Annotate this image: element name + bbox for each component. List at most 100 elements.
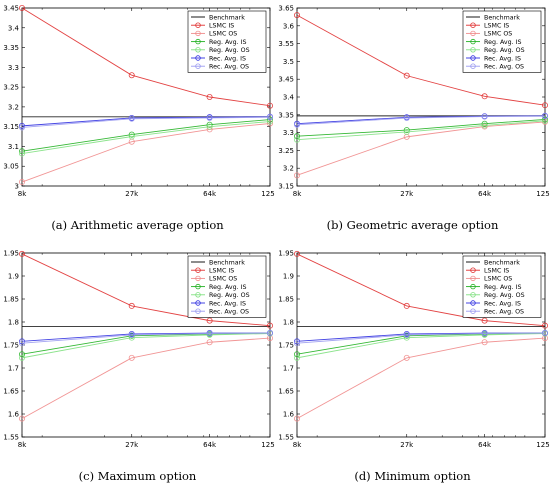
data-point [18, 179, 25, 186]
chart-panel-maximum: 1.55 1.6 1.65 1.7 1.75 1.8 1.85 1.9 1.95 8k 27k 64k… [0, 245, 279, 490]
legend-label: Rec. Avg. OS [484, 64, 524, 71]
data-point [481, 122, 488, 129]
legend-marker [470, 275, 476, 282]
data-point [541, 322, 548, 329]
legend-label: LSMC IS [209, 23, 234, 30]
data-point [403, 127, 410, 134]
legend-marker [470, 63, 476, 69]
chart-arithmetic-average: 3 3.05 3.1 3.15 3.2 3.25 3.3 3.35 3.4 3.45 8k 27k 64… [3, 5, 279, 199]
y-tick-label: 3.6 [283, 22, 295, 30]
y-tick-label: 3.65 [278, 5, 294, 13]
data-point [293, 351, 300, 358]
y-tick-label: 1.8 [283, 319, 294, 327]
y-tick-label: 1.95 [3, 250, 19, 258]
legend-label: Benchmark [484, 259, 520, 266]
data-point [541, 330, 548, 337]
data-point [481, 330, 488, 337]
data-point [481, 93, 488, 100]
series-line [296, 14, 546, 106]
y-tick-label: 3.3 [283, 129, 294, 137]
x-tick-label: 125k [261, 441, 275, 449]
y-tick-label: 1.95 [278, 250, 294, 258]
legend-label: Rec. Avg. OS [209, 309, 249, 316]
data-point [481, 317, 488, 324]
x-tick-label: 8k [293, 190, 302, 198]
y-tick-label: 3.2 [283, 165, 294, 173]
data-point [18, 354, 25, 361]
series-line [21, 333, 271, 359]
data-point [18, 351, 25, 358]
legend-label: Rec. Avg. IS [484, 300, 521, 307]
legend-marker [195, 38, 201, 45]
legend-label: LSMC IS [209, 268, 234, 275]
y-tick-label: 3.45 [3, 5, 19, 13]
data-point [128, 131, 135, 138]
data-point [206, 114, 213, 121]
series-line [296, 115, 546, 126]
legend-label: Benchmark [484, 14, 520, 21]
data-point [403, 331, 410, 338]
chart-caption: (b) Geometric average option [326, 218, 499, 232]
data-point [403, 128, 410, 135]
data-point [481, 120, 488, 127]
data-point [18, 148, 25, 155]
x-tick-label: 27k [400, 190, 414, 198]
x-tick-label: 64k [203, 190, 217, 198]
x-tick-label: 8k [293, 441, 302, 449]
data-point [206, 317, 213, 324]
series-line [296, 332, 546, 344]
y-tick-label: 1.9 [283, 273, 294, 281]
data-point [206, 330, 213, 337]
legend-label: Rec. Avg. IS [209, 300, 246, 307]
series-line [21, 116, 271, 128]
series-line [296, 120, 546, 141]
data-point [128, 331, 135, 338]
legend-label: Reg. Avg. OS [209, 292, 250, 299]
data-point [18, 340, 25, 347]
legend-label: Reg. Avg. IS [209, 39, 247, 46]
data-point [293, 12, 300, 19]
x-tick-label: 64k [478, 190, 492, 198]
data-point [18, 122, 25, 129]
chart-caption: (c) Maximum option [78, 469, 197, 483]
data-point [403, 302, 410, 309]
legend-marker [195, 55, 201, 61]
data-point [266, 322, 273, 329]
y-tick-label: 3.45 [278, 76, 294, 84]
data-point [481, 339, 488, 346]
legend-label: Reg. Avg. IS [209, 284, 247, 291]
legend-label: LSMC OS [484, 31, 512, 38]
y-tick-label: 3.15 [3, 123, 19, 131]
y-tick-label: 1.7 [8, 365, 19, 373]
data-point [128, 302, 135, 309]
y-tick-label: 1.6 [8, 411, 20, 419]
x-tick-label: 27k [125, 441, 139, 449]
y-tick-label: 3 [15, 183, 19, 191]
x-tick-label: 27k [400, 441, 414, 449]
legend-marker [195, 30, 201, 37]
series-line [296, 121, 546, 176]
data-point [481, 113, 488, 120]
data-point [266, 102, 273, 109]
data-point [206, 94, 213, 101]
y-tick-label: 3.05 [3, 163, 19, 171]
y-tick-label: 1.7 [283, 365, 294, 373]
series-line [21, 253, 271, 327]
data-point [206, 123, 213, 130]
data-point [128, 72, 135, 79]
legend-marker [195, 275, 201, 282]
legend-label: LSMC OS [209, 276, 237, 283]
legend-label: Benchmark [209, 259, 245, 266]
data-point [18, 5, 25, 11]
x-tick-label: 8k [18, 190, 27, 198]
y-tick-label: 1.6 [283, 411, 295, 419]
data-point [206, 339, 213, 346]
legend-marker [195, 292, 201, 298]
y-tick-label: 3.35 [278, 111, 294, 119]
legend-label: Reg. Avg. IS [484, 284, 522, 291]
y-tick-label: 1.55 [278, 434, 294, 442]
series-line [21, 123, 271, 183]
y-tick-label: 1.9 [8, 273, 19, 281]
legend-marker [195, 47, 201, 53]
series-line [296, 337, 546, 419]
